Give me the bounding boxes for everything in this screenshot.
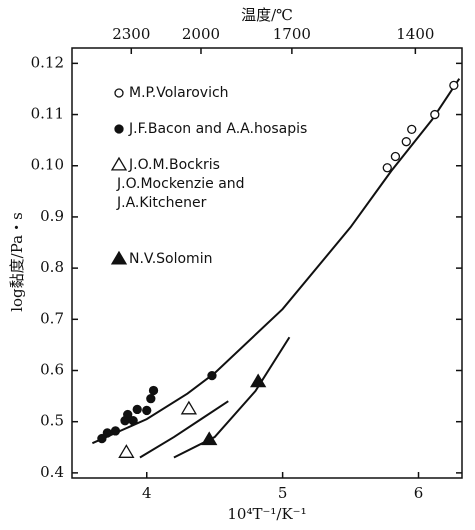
point [123, 409, 133, 420]
y-tick-label: 0.5 [40, 412, 64, 430]
legend-label-line: J.A.Kitchener [116, 195, 207, 211]
y-axis-label: log黏度/Pa・s [8, 212, 26, 312]
top-axis-label: 温度/℃ [241, 6, 293, 24]
x2-tick-label: 2300 [112, 25, 150, 43]
plot-frame [71, 47, 463, 479]
legend-label-line: J.O.M.Bockris [128, 157, 220, 173]
point [382, 163, 392, 173]
y-tick-label: 0.7 [40, 309, 64, 327]
y-tick-label: 0.12 [31, 53, 64, 71]
legend: M.P.Volarovich J.F.Bacon and A.A.hosapis J… [110, 85, 307, 267]
y-tick-label: 0.9 [40, 207, 64, 225]
legend-label-line: J.O.Mockenzie and [116, 176, 245, 192]
point [142, 405, 152, 416]
point [390, 151, 401, 162]
point [110, 426, 121, 436]
y-tick-label: 0.11 [31, 105, 64, 123]
point [250, 373, 267, 388]
point [146, 394, 156, 404]
point [132, 404, 142, 415]
point [148, 385, 159, 396]
x2-tick-label: 2000 [182, 25, 220, 43]
fit-curve [173, 336, 291, 459]
y-tick-label: 0.4 [40, 463, 64, 481]
legend-label: N.V.Solomin [129, 251, 212, 267]
legend-label: J.F.Bacon and A.A.hosapis [128, 121, 307, 137]
point [97, 433, 107, 444]
point [449, 80, 459, 91]
x2-tick-label: 1700 [273, 25, 311, 43]
x-tick-label: 4 [142, 484, 152, 502]
legend-marker [114, 88, 124, 98]
fit-curve [91, 78, 461, 445]
x2-tick-label: 1400 [396, 25, 434, 43]
point [207, 370, 217, 381]
point [401, 137, 411, 147]
legend-marker [110, 250, 128, 265]
point [201, 431, 218, 446]
x-tick-label: 5 [278, 484, 288, 502]
point [128, 416, 138, 426]
legend-marker [110, 156, 128, 171]
point [430, 109, 440, 120]
fit-curve [139, 400, 229, 459]
y-tick-label: 0.8 [40, 258, 64, 276]
x-tick-label: 6 [414, 484, 424, 502]
point [118, 444, 135, 458]
point [407, 124, 417, 135]
point [180, 400, 198, 415]
y-tick-label: 0.6 [40, 361, 64, 379]
legend-label: J.O.M.Bockris J.O.Mockenzie and J.A.Kitche… [116, 157, 245, 211]
legend-marker [114, 124, 124, 134]
point [102, 428, 112, 438]
legend-label: M.P.Volarovich [129, 85, 229, 101]
x-axis-label: 10⁴T⁻¹/K⁻¹ [227, 505, 306, 523]
y-tick-label: 0.10 [31, 156, 64, 174]
